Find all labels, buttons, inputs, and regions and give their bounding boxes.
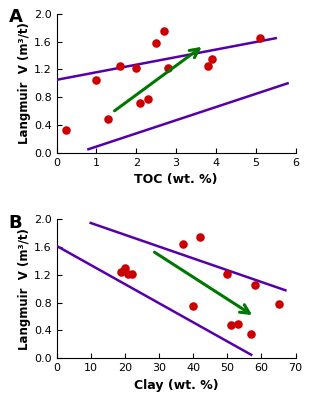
Point	[122, 265, 127, 271]
Point	[180, 240, 185, 247]
Point	[249, 331, 254, 337]
Point	[225, 270, 230, 277]
Text: A: A	[9, 8, 23, 26]
X-axis label: Clay (wt. %): Clay (wt. %)	[134, 379, 218, 392]
X-axis label: TOC (wt. %): TOC (wt. %)	[134, 173, 218, 186]
Point	[94, 77, 99, 83]
Point	[206, 63, 211, 69]
Point	[119, 268, 124, 275]
Y-axis label: Langmuir  V (m³/t): Langmuir V (m³/t)	[18, 228, 31, 350]
Point	[235, 320, 240, 327]
Point	[276, 301, 281, 307]
Text: B: B	[9, 214, 22, 232]
Point	[228, 322, 233, 328]
Point	[209, 56, 214, 62]
Point	[134, 65, 139, 71]
Point	[154, 40, 159, 46]
Point	[106, 116, 111, 122]
Point	[138, 100, 143, 106]
Point	[166, 65, 171, 71]
Point	[252, 282, 257, 289]
Point	[257, 35, 262, 42]
Point	[126, 270, 131, 277]
Point	[118, 63, 123, 69]
Point	[162, 28, 167, 34]
Point	[129, 270, 134, 277]
Point	[197, 234, 202, 240]
Y-axis label: Langmuir  V (m³/t): Langmuir V (m³/t)	[18, 22, 31, 144]
Point	[191, 303, 196, 310]
Point	[146, 95, 151, 102]
Point	[64, 126, 69, 133]
